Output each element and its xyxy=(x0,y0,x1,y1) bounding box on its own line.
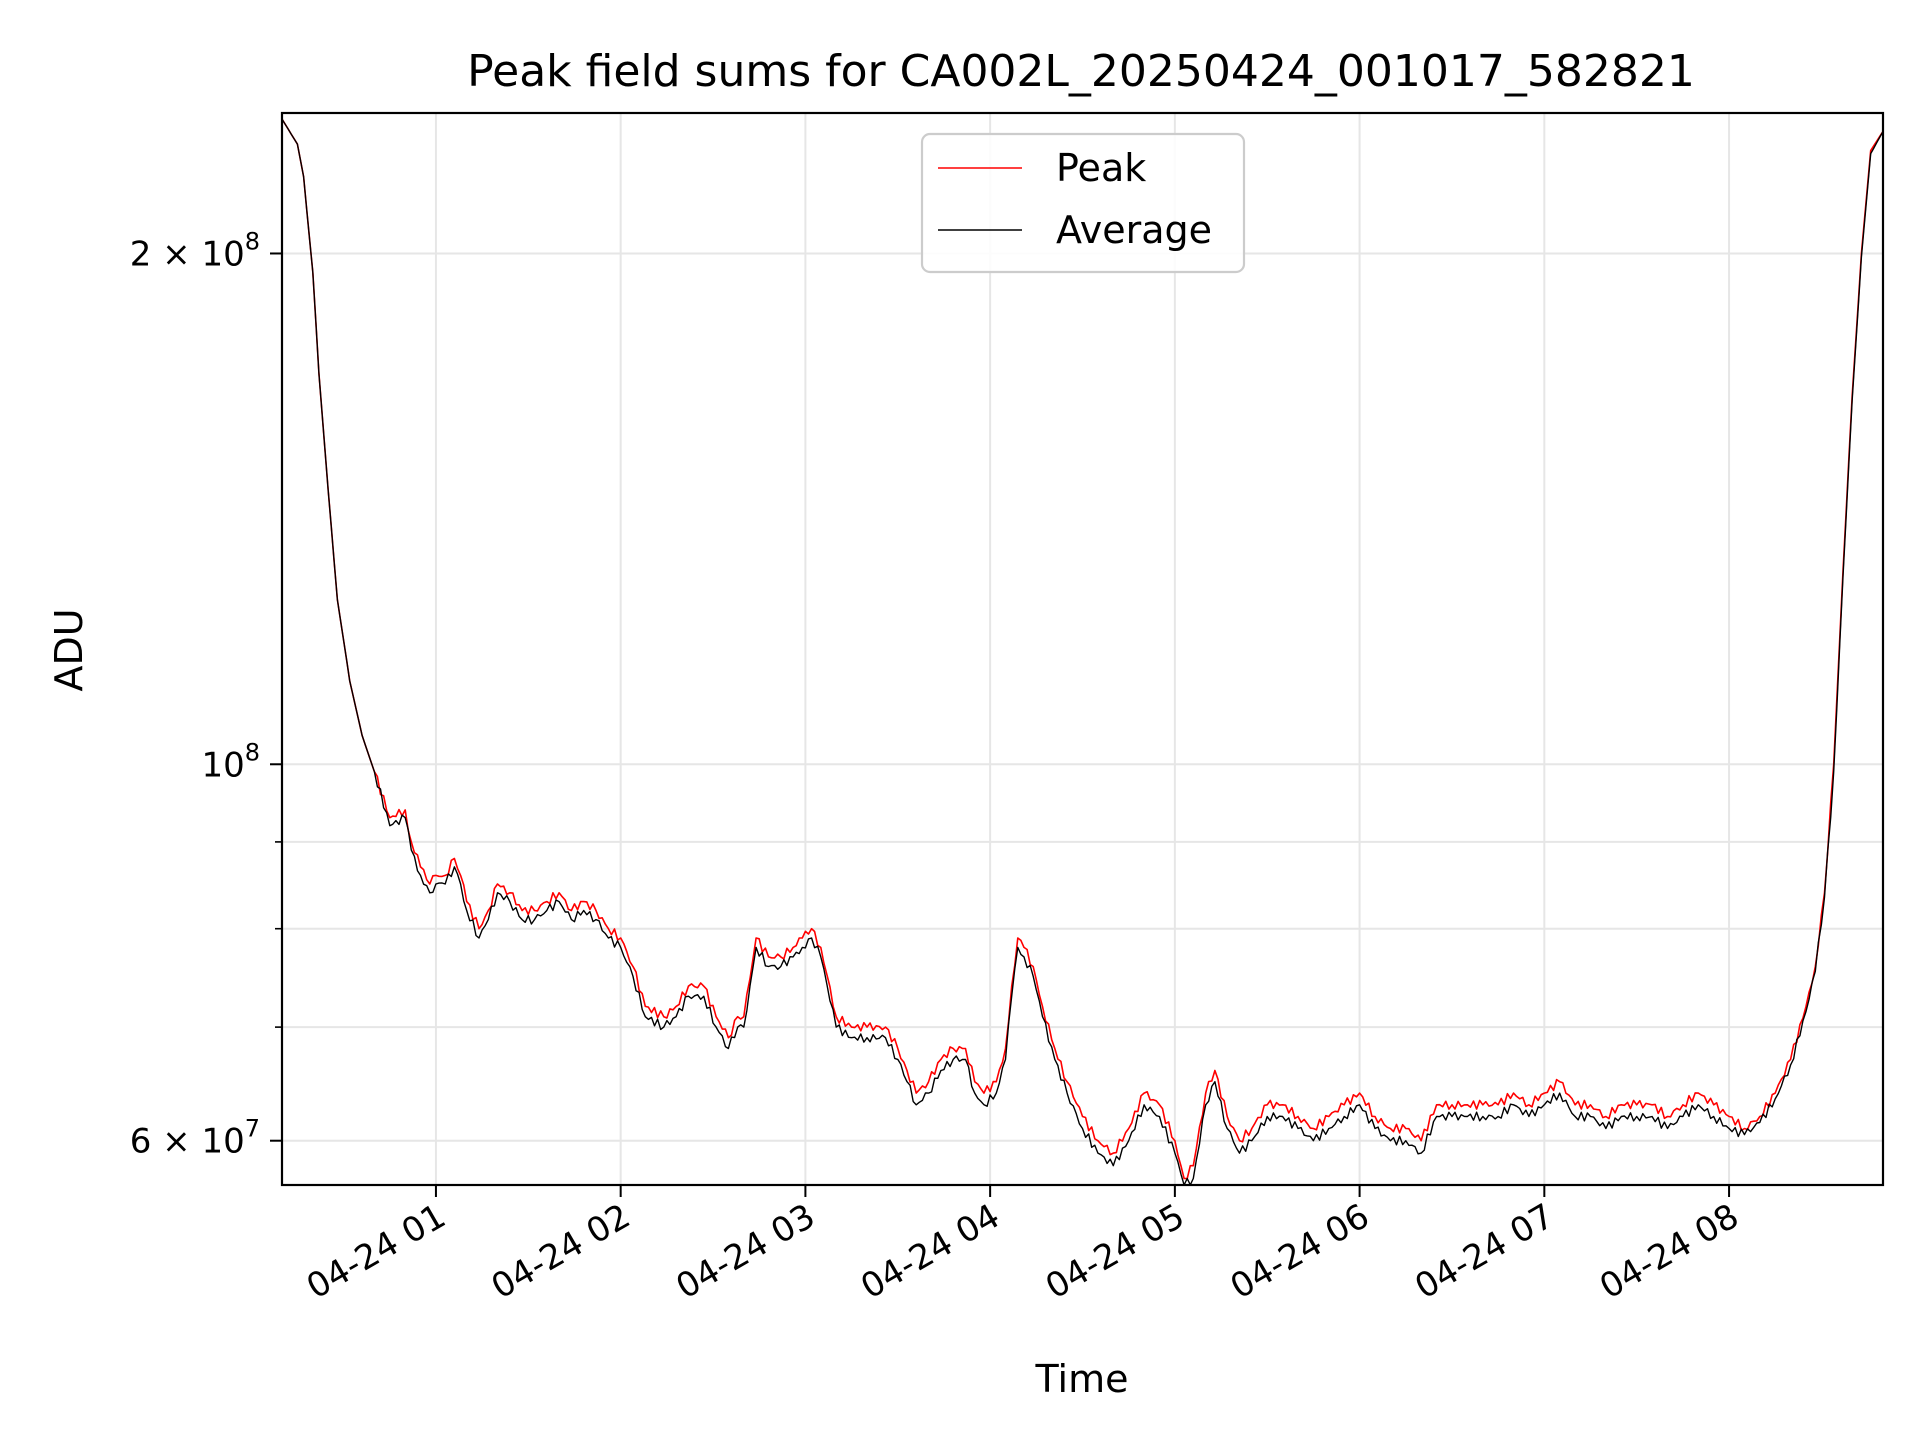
series-line-average xyxy=(282,118,1883,1185)
series-layer xyxy=(282,118,1883,1185)
y-tick-label: 2 × 108 xyxy=(130,227,260,274)
legend-average-label: Average xyxy=(1056,208,1212,252)
y-axis: 2 × 108 108 6 × 107 xyxy=(130,227,282,1162)
x-axis-label: Time xyxy=(1035,1357,1129,1401)
plot-frame xyxy=(280,111,1885,1187)
grid-layer xyxy=(282,113,1883,1185)
plot-area xyxy=(282,113,1883,1185)
chart-title: Peak field sums for CA002L_20250424_0010… xyxy=(467,46,1695,97)
y-axis-label: ADU xyxy=(47,608,91,691)
legend-peak-label: Peak xyxy=(1056,146,1146,190)
legend: Peak Average xyxy=(920,132,1246,274)
y-tick-label: 108 xyxy=(201,738,260,785)
series-line-peak xyxy=(282,118,1883,1180)
plot-background xyxy=(282,113,1883,1185)
y-tick-label: 6 × 107 xyxy=(130,1115,260,1162)
